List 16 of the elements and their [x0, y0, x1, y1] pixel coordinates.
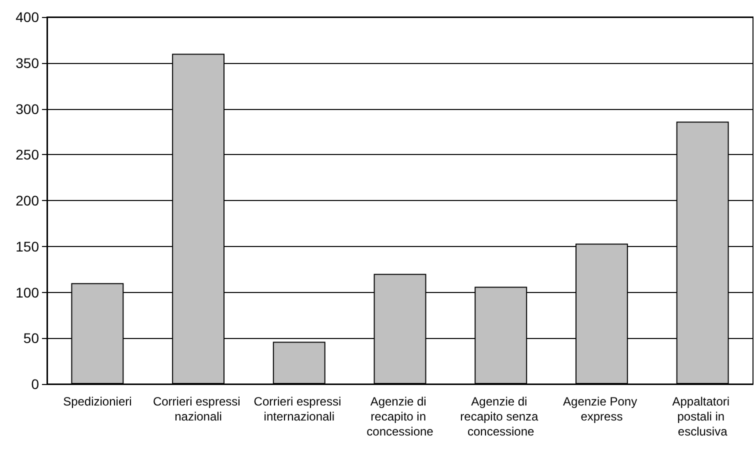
y-tick-label: 200 — [16, 192, 40, 208]
y-tick-label: 100 — [16, 284, 40, 300]
x-tick-label: Appaltatori postali in esclusiva — [672, 394, 733, 438]
x-tick-label: Corrieri espressi nazionali — [152, 394, 244, 424]
x-tick-label: Agenzie di recapito senza concessione — [460, 394, 542, 438]
x-tick-label: Spedizionieri — [63, 394, 132, 408]
y-tick-label: 250 — [16, 146, 40, 163]
y-tick-label: 150 — [16, 238, 40, 254]
y-tick-label: 400 — [16, 9, 40, 25]
x-tick-label: Corrieri espressi internazionali — [254, 394, 344, 424]
y-tick-label: 0 — [31, 376, 40, 392]
x-tick-label: Agenzie Pony express — [563, 394, 640, 424]
y-tick-label: 50 — [23, 330, 40, 346]
y-tick-label: 300 — [16, 100, 40, 117]
x-tick-label: Agenzie di recapito in concessione — [366, 394, 434, 438]
y-tick-label: 350 — [16, 54, 40, 71]
